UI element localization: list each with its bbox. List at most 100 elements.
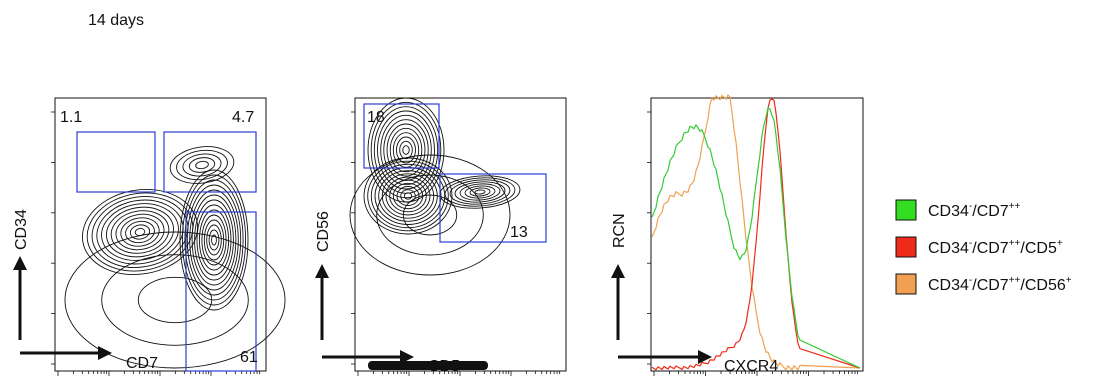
- contour-line: [208, 229, 220, 251]
- y-axis-label: CD56: [315, 211, 332, 252]
- legend-item: CD34-/CD7++/CD56+: [895, 273, 1072, 295]
- panel1-contours: [64, 146, 286, 369]
- contour-line: [211, 234, 217, 246]
- gate-label: 18: [367, 109, 385, 126]
- legend: CD34-/CD7++ CD34-/CD7++/CD5+ CD34-/CD7++…: [895, 199, 1072, 295]
- legend-label: CD34-/CD7++/CD56+: [928, 275, 1072, 294]
- series-line: [651, 98, 861, 371]
- gate-cd34-cd7pos: [163, 131, 257, 193]
- contour-line: [125, 220, 155, 244]
- figure-title: 14 days: [88, 12, 144, 29]
- contour-line: [386, 123, 426, 177]
- contour-line: [189, 189, 239, 291]
- contour-line: [184, 179, 244, 301]
- contour-line: [368, 361, 488, 370]
- gate-cd56pos: [363, 103, 440, 169]
- contour-line: [370, 163, 446, 229]
- panel2-frame: [354, 97, 567, 372]
- y-arrow-head-icon: [315, 264, 329, 278]
- contour-line: [367, 160, 449, 232]
- contour-line: [377, 110, 435, 190]
- contour-line: [396, 136, 416, 164]
- x-arrow-head-icon: [698, 350, 712, 364]
- contour-line: [81, 188, 199, 276]
- legend-item: CD34-/CD7++: [895, 199, 1021, 221]
- panel-cd7-cd34: 1.1 4.7 61 CD7 CD34: [13, 97, 286, 376]
- contour-line: [195, 160, 209, 170]
- legend-swatch: [895, 236, 917, 258]
- y-arrow-head-icon: [611, 264, 625, 278]
- contour-line: [370, 101, 442, 199]
- contour-line: [403, 192, 413, 200]
- contour-line: [188, 157, 216, 173]
- legend-label: CD34-/CD7++: [928, 201, 1021, 220]
- contour-line: [196, 204, 232, 276]
- y-axis-label: CD34: [13, 209, 30, 250]
- x-arrow-head-icon: [400, 350, 414, 364]
- panel-cxcr4-histogram: CXCR4 RCN: [611, 93, 864, 376]
- legend-swatch: [895, 199, 917, 221]
- contour-line: [176, 149, 228, 181]
- contour-line: [402, 145, 410, 155]
- contour-line: [201, 214, 227, 266]
- panel2-bottom-band: [368, 361, 488, 370]
- x-arrow-head-icon: [98, 346, 112, 360]
- gate-cd5pos: [439, 173, 547, 243]
- contour-line: [380, 114, 432, 186]
- contour-line: [105, 206, 175, 258]
- contour-line: [181, 174, 247, 306]
- contour-line: [469, 187, 491, 197]
- contour-line: [129, 224, 151, 240]
- legend-swatch: [895, 273, 917, 295]
- contour-line: [101, 254, 249, 346]
- legend-item: CD34-/CD7++/CD5+: [895, 236, 1063, 258]
- contour-line: [191, 194, 237, 286]
- contour-line: [194, 199, 234, 281]
- panel2-contours: [349, 97, 521, 276]
- legend-label: CD34-/CD7++/CD5+: [928, 238, 1063, 257]
- x-axis-label: CD7: [126, 355, 158, 372]
- contour-line: [381, 173, 435, 219]
- series-line: [651, 106, 861, 369]
- contour-line: [389, 127, 423, 173]
- gate-cd34neg-cd7pos: [185, 211, 257, 372]
- y-arrow-head-icon: [13, 256, 27, 270]
- contour-line: [115, 213, 165, 251]
- y-axis-label: RCN: [611, 213, 628, 248]
- contour-line: [349, 154, 511, 276]
- contour-line: [376, 174, 484, 256]
- contour-line: [385, 176, 431, 216]
- contour-line: [91, 196, 189, 268]
- contour-line: [206, 224, 222, 256]
- x-axis-label: CXCR4: [724, 358, 778, 375]
- gate-label: 4.7: [232, 109, 254, 126]
- contour-line: [464, 185, 496, 199]
- contour-line: [110, 210, 170, 254]
- contour-line: [396, 186, 420, 206]
- contour-line: [101, 203, 179, 261]
- contour-line: [444, 177, 516, 207]
- contour-line: [86, 192, 194, 272]
- contour-line: [198, 209, 230, 271]
- panel-cd5-cd56: 18 13 CD5 CD56: [315, 97, 567, 376]
- contour-line: [137, 276, 213, 324]
- gate-label: 13: [510, 224, 528, 241]
- contour-line: [449, 179, 511, 205]
- contour-line: [459, 183, 501, 201]
- contour-line: [169, 146, 235, 184]
- x-axis-label: CD5: [428, 358, 460, 375]
- gate-label: 1.1: [60, 109, 82, 126]
- gate-cd34-cd7neg: [76, 131, 156, 193]
- series-line: [651, 93, 861, 371]
- contour-line: [402, 194, 458, 236]
- panel1-frame: [54, 97, 267, 372]
- contour-line: [389, 179, 427, 213]
- contour-line: [363, 157, 453, 235]
- contour-line: [120, 217, 160, 247]
- contour-line: [179, 169, 249, 311]
- contour-line: [400, 189, 416, 203]
- gate-label: 61: [240, 349, 258, 366]
- contour-line: [182, 153, 222, 177]
- contour-line: [474, 189, 486, 195]
